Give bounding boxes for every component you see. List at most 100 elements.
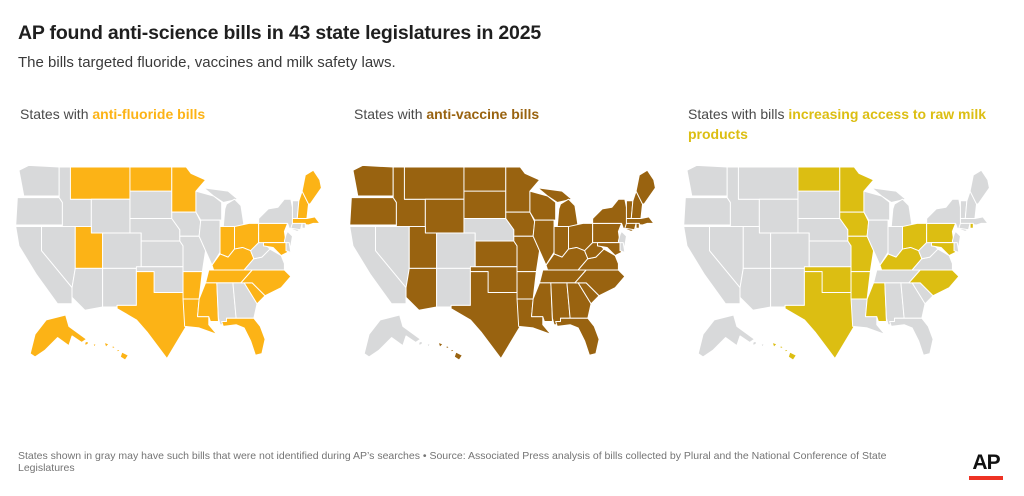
panel-anti-fluoride: States with anti-fluoride bills <box>14 105 340 381</box>
us-map-raw-milk <box>683 164 990 361</box>
state-az <box>405 267 438 311</box>
state-hi <box>784 348 789 353</box>
state-ri <box>969 222 974 229</box>
state-me <box>969 169 990 205</box>
state-fl <box>221 317 266 356</box>
state-ak <box>418 340 423 347</box>
state-fl <box>555 317 600 356</box>
state-ri <box>301 222 306 229</box>
state-ak <box>760 343 765 348</box>
state-hi <box>779 345 784 350</box>
state-hi <box>103 341 110 348</box>
state-ca <box>15 226 73 305</box>
state-or <box>349 197 397 226</box>
ap-logo-text: AP <box>972 450 1000 474</box>
state-de <box>619 242 626 253</box>
state-nc <box>240 269 292 297</box>
state-de <box>953 242 960 253</box>
state-ak <box>84 340 89 347</box>
state-hi <box>111 345 116 350</box>
state-nh <box>630 190 644 220</box>
state-ri <box>635 222 640 229</box>
state-nh <box>964 190 978 220</box>
state-mt <box>403 166 465 200</box>
state-nh <box>296 190 310 220</box>
map-label-prefix: States with <box>20 106 93 122</box>
state-ak <box>363 314 422 358</box>
state-nc <box>574 269 626 297</box>
state-hi <box>437 341 444 348</box>
state-sd <box>797 190 841 220</box>
us-map-anti-fluoride <box>15 164 322 361</box>
panel-raw-milk: States with bills increasing access to r… <box>682 105 1008 381</box>
state-co <box>436 232 476 269</box>
state-or <box>15 197 63 226</box>
state-tx <box>450 271 521 359</box>
state-az <box>739 267 772 311</box>
state-pa <box>258 222 289 244</box>
state-hi <box>771 341 778 348</box>
header: AP found anti-science bills in 43 state … <box>0 0 1024 71</box>
state-hi <box>116 348 121 353</box>
state-hi <box>445 345 450 350</box>
state-ak <box>752 340 757 347</box>
state-mi <box>203 187 239 203</box>
page-title: AP found anti-science bills in 43 state … <box>18 22 541 44</box>
state-mi <box>871 187 907 203</box>
map-label-prefix: States with <box>354 106 427 122</box>
state-pa <box>592 222 623 244</box>
state-ak <box>697 314 756 358</box>
state-pa <box>926 222 957 244</box>
us-map-anti-vaccine <box>349 164 656 361</box>
state-mi <box>222 198 245 228</box>
state-mi <box>890 198 913 228</box>
state-nm <box>102 267 137 308</box>
state-ca <box>349 226 407 305</box>
state-mi <box>556 198 579 228</box>
state-ca <box>683 226 741 305</box>
state-nd <box>463 166 507 192</box>
state-nd <box>797 166 841 192</box>
ap-logo-red-bar <box>969 475 1003 480</box>
state-sd <box>129 190 173 220</box>
state-ct <box>958 222 971 231</box>
state-ct <box>624 222 637 231</box>
state-ak <box>426 343 431 348</box>
state-wa <box>686 164 728 197</box>
state-ar <box>182 271 203 300</box>
map-label-highlight: anti-fluoride bills <box>92 106 206 122</box>
state-tx <box>116 271 187 359</box>
state-ak <box>29 314 88 358</box>
state-or <box>683 197 731 226</box>
map-label-anti-fluoride: States with anti-fluoride bills <box>14 105 340 145</box>
state-ks <box>140 240 184 268</box>
state-mt <box>69 166 131 200</box>
map-label-prefix: States with bills <box>688 106 789 122</box>
maps-row: States with anti-fluoride bills States w… <box>0 105 1024 381</box>
state-ks <box>474 240 518 268</box>
state-co <box>102 232 142 269</box>
state-nm <box>770 267 805 308</box>
footer-note: States shown in gray may have such bills… <box>18 450 887 474</box>
state-ut <box>742 226 772 269</box>
state-mt <box>737 166 799 200</box>
state-hi <box>787 351 797 361</box>
state-me <box>301 169 322 205</box>
ap-logo: AP <box>968 450 1004 480</box>
page-subtitle: The bills targeted fluoride, vaccines an… <box>18 54 396 71</box>
panel-anti-vaccine: States with anti-vaccine bills <box>348 105 674 381</box>
state-ut <box>408 226 438 269</box>
state-nc <box>908 269 960 297</box>
state-ut <box>74 226 104 269</box>
state-co <box>770 232 810 269</box>
state-az <box>71 267 104 311</box>
state-ak <box>92 343 97 348</box>
state-nd <box>129 166 173 192</box>
state-wa <box>352 164 394 197</box>
state-ct <box>290 222 303 231</box>
state-ar <box>516 271 537 300</box>
state-mi <box>537 187 573 203</box>
state-hi <box>119 351 129 361</box>
state-wy <box>424 198 465 234</box>
